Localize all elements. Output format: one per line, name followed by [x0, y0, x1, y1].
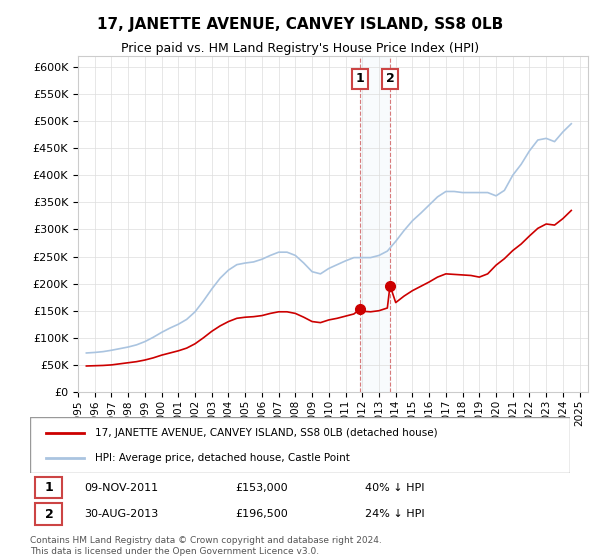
- Text: 17, JANETTE AVENUE, CANVEY ISLAND, SS8 0LB: 17, JANETTE AVENUE, CANVEY ISLAND, SS8 0…: [97, 17, 503, 32]
- Text: HPI: Average price, detached house, Castle Point: HPI: Average price, detached house, Cast…: [95, 452, 350, 463]
- Text: 1: 1: [44, 481, 53, 494]
- Text: 2: 2: [44, 507, 53, 521]
- Text: 1: 1: [356, 72, 364, 85]
- Text: £196,500: £196,500: [235, 509, 288, 519]
- Text: 09-NOV-2011: 09-NOV-2011: [84, 483, 158, 493]
- Text: 24% ↓ HPI: 24% ↓ HPI: [365, 509, 424, 519]
- Text: 40% ↓ HPI: 40% ↓ HPI: [365, 483, 424, 493]
- Text: 2: 2: [386, 72, 394, 85]
- Text: 17, JANETTE AVENUE, CANVEY ISLAND, SS8 0LB (detached house): 17, JANETTE AVENUE, CANVEY ISLAND, SS8 0…: [95, 428, 437, 438]
- Text: 30-AUG-2013: 30-AUG-2013: [84, 509, 158, 519]
- Bar: [360, 56, 390, 392]
- FancyBboxPatch shape: [30, 417, 570, 473]
- Text: £153,000: £153,000: [235, 483, 288, 493]
- FancyBboxPatch shape: [35, 477, 62, 498]
- Text: Contains HM Land Registry data © Crown copyright and database right 2024.
This d: Contains HM Land Registry data © Crown c…: [30, 536, 382, 556]
- Text: Price paid vs. HM Land Registry's House Price Index (HPI): Price paid vs. HM Land Registry's House …: [121, 42, 479, 55]
- FancyBboxPatch shape: [35, 503, 62, 525]
